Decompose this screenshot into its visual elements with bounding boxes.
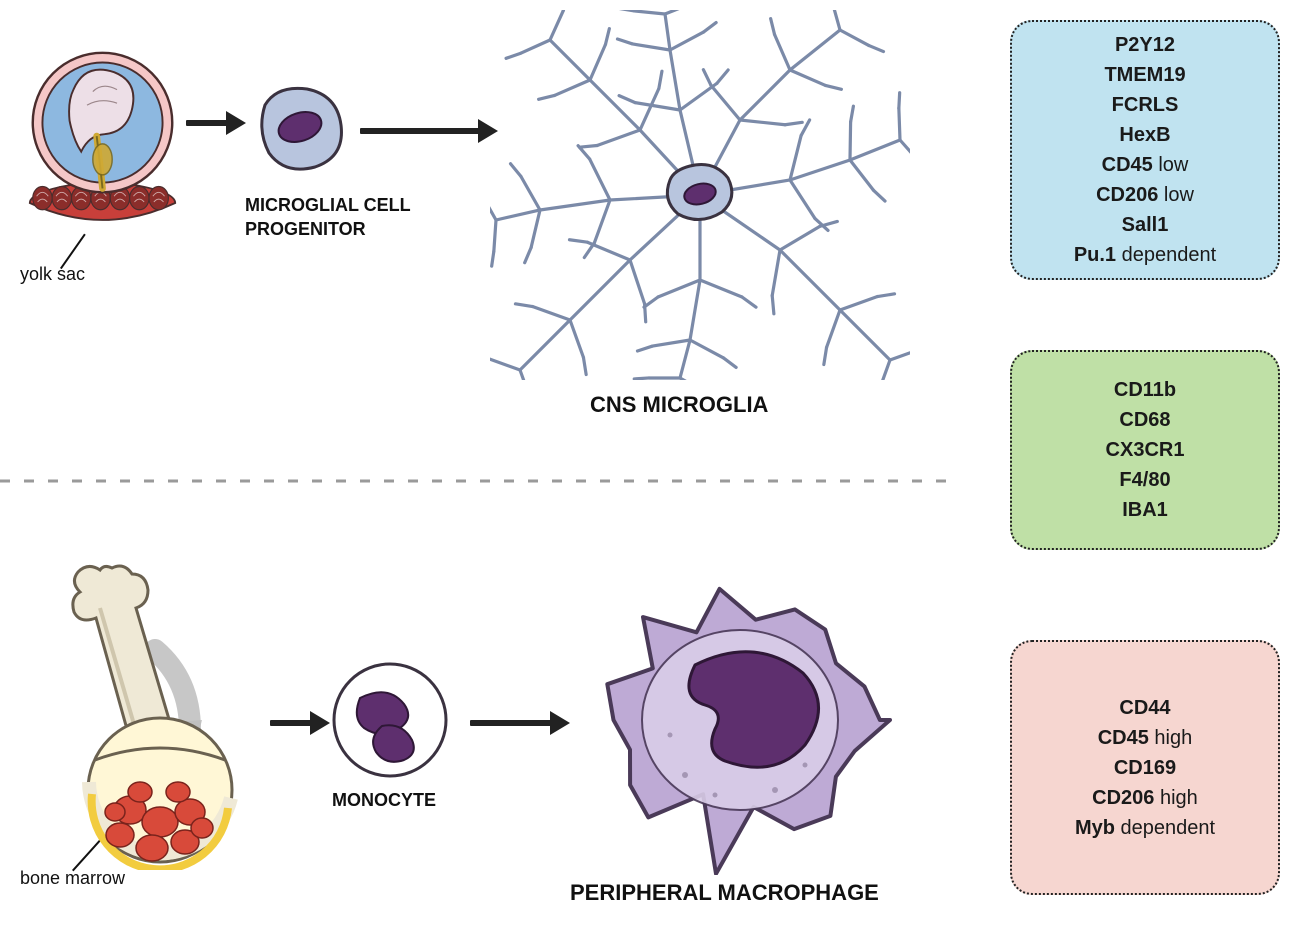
arrow-monocyte-to-macrophage-head xyxy=(550,711,570,735)
marker-item: CD206 high xyxy=(1022,783,1268,813)
marker-item: Myb dependent xyxy=(1022,813,1268,843)
marker-item: P2Y12 xyxy=(1022,30,1268,60)
marker-box-macrophage: CD44CD45 highCD169CD206 highMyb dependen… xyxy=(1010,640,1280,895)
marker-box-microglia: P2Y12TMEM19FCRLSHexBCD45 lowCD206 lowSal… xyxy=(1010,20,1280,280)
marker-bold: CD206 xyxy=(1096,184,1158,206)
marker-bold: CX3CR1 xyxy=(1106,439,1185,461)
arrow-bonemarrow-to-monocyte xyxy=(270,720,312,726)
marker-item: CD45 low xyxy=(1022,150,1268,180)
marker-bold: TMEM19 xyxy=(1104,64,1185,86)
marker-bold: F4/80 xyxy=(1119,469,1170,491)
marker-bold: Myb xyxy=(1075,817,1115,839)
monocyte-cell xyxy=(329,659,451,781)
marker-plain: dependent xyxy=(1116,244,1216,266)
peripheral-macrophage-label: PERIPHERAL MACROPHAGE xyxy=(570,880,879,906)
marker-item: HexB xyxy=(1022,120,1268,150)
marker-bold: CD45 xyxy=(1102,154,1153,176)
marker-bold: CD44 xyxy=(1119,697,1170,719)
marker-bold: CD11b xyxy=(1114,379,1176,401)
marker-bold: CD45 xyxy=(1098,727,1149,749)
marker-item: F4/80 xyxy=(1022,465,1268,495)
marker-item: CD45 high xyxy=(1022,723,1268,753)
marker-item: CD44 xyxy=(1022,693,1268,723)
arrow-yolksac-to-progenitor-head xyxy=(226,111,246,135)
divider xyxy=(0,470,960,474)
marker-bold: CD68 xyxy=(1119,409,1170,431)
marker-plain: low xyxy=(1158,184,1194,206)
bone-marrow-illustration xyxy=(40,560,255,870)
marker-item: TMEM19 xyxy=(1022,60,1268,90)
marker-bold: CD206 xyxy=(1092,787,1154,809)
marker-item: IBA1 xyxy=(1022,495,1268,525)
marker-item: CD169 xyxy=(1022,753,1268,783)
arrow-bonemarrow-to-monocyte-head xyxy=(310,711,330,735)
arrow-monocyte-to-macrophage xyxy=(470,720,552,726)
progenitor-label: MICROGLIAL CELLPROGENITOR xyxy=(245,193,411,241)
monocyte-label: MONOCYTE xyxy=(332,790,436,811)
marker-box-shared: CD11b CD68 CX3CR1 F4/80 IBA1 xyxy=(1010,350,1280,550)
marker-plain: low xyxy=(1153,154,1189,176)
marker-item: CD68 xyxy=(1022,405,1268,435)
marker-item: Pu.1 dependent xyxy=(1022,240,1268,270)
marker-item: Sall1 xyxy=(1022,210,1268,240)
arrow-progenitor-to-microglia xyxy=(360,128,480,134)
marker-item: FCRLS xyxy=(1022,90,1268,120)
marker-plain: dependent xyxy=(1115,817,1215,839)
progenitor-label-line: MICROGLIAL CELL xyxy=(245,193,411,217)
marker-plain: high xyxy=(1154,787,1197,809)
marker-bold: CD169 xyxy=(1114,757,1176,779)
arrow-yolksac-to-progenitor xyxy=(186,120,228,126)
macrophage-cell xyxy=(575,565,905,875)
marker-item: CD11b xyxy=(1022,375,1268,405)
marker-bold: P2Y12 xyxy=(1115,34,1175,56)
yolk-sac-label: yolk sac xyxy=(20,264,85,285)
marker-bold: Pu.1 xyxy=(1074,244,1116,266)
marker-item: CX3CR1 xyxy=(1022,435,1268,465)
marker-plain: high xyxy=(1149,727,1192,749)
marker-bold: HexB xyxy=(1119,124,1170,146)
progenitor-cell xyxy=(245,75,355,185)
yolk-sac-illustration xyxy=(25,40,180,240)
cns-microglia-label: CNS MICROGLIA xyxy=(590,392,768,418)
marker-bold: FCRLS xyxy=(1112,94,1179,116)
progenitor-label-line: PROGENITOR xyxy=(245,217,411,241)
marker-item: CD206 low xyxy=(1022,180,1268,210)
microglia-cell xyxy=(490,10,910,380)
marker-bold: IBA1 xyxy=(1122,499,1168,521)
marker-bold: Sall1 xyxy=(1122,214,1169,236)
